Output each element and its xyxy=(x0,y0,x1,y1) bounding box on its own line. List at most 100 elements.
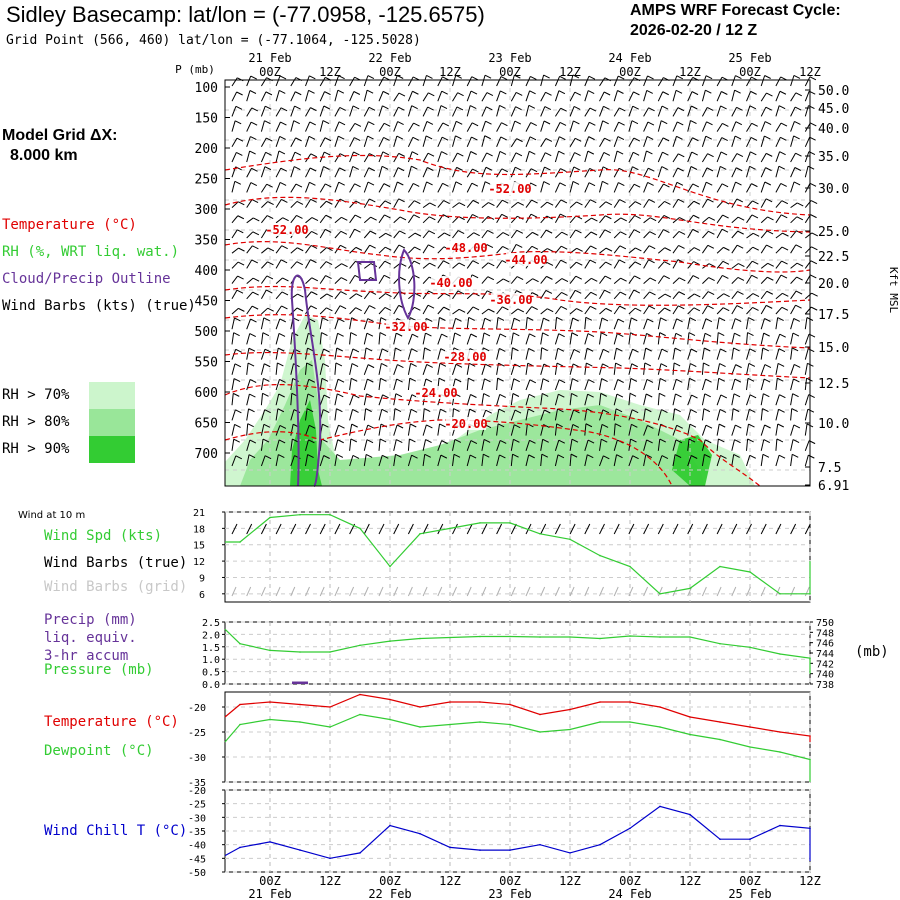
wind-barb-shaft xyxy=(363,424,369,436)
wind-barb-shaft xyxy=(275,107,282,117)
wind-barb-shaft xyxy=(260,378,264,391)
wind-barb-shaft xyxy=(687,293,695,300)
wind-barb xyxy=(628,363,638,375)
wind-barb-flag xyxy=(500,90,507,95)
wind-barb-shaft xyxy=(643,305,650,315)
wind-barb-flag xyxy=(590,305,597,310)
wind-barb xyxy=(643,217,657,224)
wind-barb xyxy=(393,332,403,345)
wind-barb-flag xyxy=(267,261,274,266)
wind-barb-shaft xyxy=(701,136,707,147)
wind-barb-shaft xyxy=(363,364,369,375)
wind-barb-shaft xyxy=(260,317,265,330)
wind-barb-flag xyxy=(590,231,598,236)
temp-contour-label: -52.00 xyxy=(265,223,308,237)
wind-barb xyxy=(657,200,671,208)
wind-barb-flag xyxy=(718,332,725,336)
pressure-line-point xyxy=(689,636,691,638)
wind-barb xyxy=(378,394,389,406)
wind-barb-shaft xyxy=(510,424,515,436)
wind-barb xyxy=(452,106,464,117)
wind-barb-shaft xyxy=(349,214,356,224)
wind-barb-flag xyxy=(674,347,682,352)
wind-barb-flag xyxy=(721,228,729,233)
wind-barb-shaft xyxy=(290,91,296,102)
wind-barb-shaft xyxy=(760,318,765,330)
surface-barb-grid xyxy=(275,586,281,597)
wind-barb-flag xyxy=(296,307,304,312)
wind-barb xyxy=(305,198,317,208)
wind-barb xyxy=(599,348,610,360)
wind-barb-shaft xyxy=(246,333,251,345)
wind-barb xyxy=(628,423,638,436)
wind-barb-flag xyxy=(561,231,568,236)
wind-barb-shaft xyxy=(422,106,429,117)
wind-barb-shaft xyxy=(643,318,648,330)
wind-barb-flag xyxy=(498,362,505,367)
wind-barb-shaft xyxy=(319,77,326,87)
wind-barb-shaft xyxy=(466,333,472,345)
wind-barb xyxy=(775,260,788,269)
wind-barb-flag xyxy=(296,200,304,205)
wind-barb-flag xyxy=(410,362,417,367)
wind-barb xyxy=(334,332,344,345)
wind-barb xyxy=(790,317,800,330)
wind-barb-shaft xyxy=(422,135,427,147)
wind-barb-flag xyxy=(233,392,240,397)
wind-barb-shaft xyxy=(378,455,383,467)
wind-barb-shaft xyxy=(760,92,767,102)
wind-barb-flag xyxy=(573,120,580,125)
wind-barb xyxy=(305,393,315,406)
wind-barb-shaft xyxy=(466,232,474,239)
wind-barb-shaft xyxy=(260,120,265,132)
wind-barb-flag xyxy=(620,277,627,282)
wind-barb-shaft xyxy=(349,332,352,345)
wind-barb-shaft xyxy=(731,198,738,208)
wind-barb-flag xyxy=(234,363,242,368)
wind-barb-shaft xyxy=(393,378,398,391)
wind-barb xyxy=(334,393,344,406)
wind-barb-flag xyxy=(486,106,493,111)
wind-barb-flag xyxy=(617,136,625,140)
wind-barb xyxy=(672,424,683,436)
wind-barb xyxy=(510,453,519,467)
wind-barb-flag xyxy=(572,317,579,322)
wind-barb-shaft xyxy=(496,306,503,315)
wind-barb-shaft xyxy=(760,290,768,300)
wind-barb xyxy=(687,151,698,163)
wind-barb-shaft xyxy=(672,291,680,300)
wind-barb xyxy=(510,393,520,406)
pressure-tick-label: 350 xyxy=(195,234,218,249)
wind-barb xyxy=(261,247,275,254)
pressure-line-point xyxy=(389,640,391,642)
wind-barb-flag xyxy=(661,455,669,460)
wind-barb xyxy=(231,332,240,345)
wind-barb-shaft xyxy=(510,106,516,117)
wind-barb-flag xyxy=(321,377,329,382)
temp-label-bg xyxy=(490,182,530,195)
dewpoint-line-point xyxy=(389,718,391,721)
wind-barb-flag xyxy=(469,408,476,413)
wind-barb xyxy=(275,182,287,193)
wind-barb-shaft xyxy=(599,289,605,300)
wind-barb-flag xyxy=(693,307,701,312)
wind-barb-shaft xyxy=(569,439,573,451)
wind-barb-flag xyxy=(307,347,314,352)
wind-barb-shaft xyxy=(790,202,798,209)
wind-barb xyxy=(525,379,537,391)
wind-barb-shaft xyxy=(481,106,487,117)
wind-barb-shaft xyxy=(407,334,413,345)
wind-barb-flag xyxy=(487,230,494,234)
wind-barb-flag xyxy=(235,166,242,171)
wind-barb-flag xyxy=(545,138,553,142)
wind-barb-flag xyxy=(706,121,713,126)
wind-barb-shaft xyxy=(613,217,622,224)
wind-barb xyxy=(334,263,348,269)
wind-barb-shaft xyxy=(305,362,308,375)
wind-barb xyxy=(290,214,303,224)
kft-axis-title: Kft MSL xyxy=(887,267,900,314)
wind-barb-shaft xyxy=(349,348,354,360)
wind-barb-shaft xyxy=(363,90,368,102)
wind-barb xyxy=(657,348,669,360)
wind-barb-flag xyxy=(515,91,523,96)
